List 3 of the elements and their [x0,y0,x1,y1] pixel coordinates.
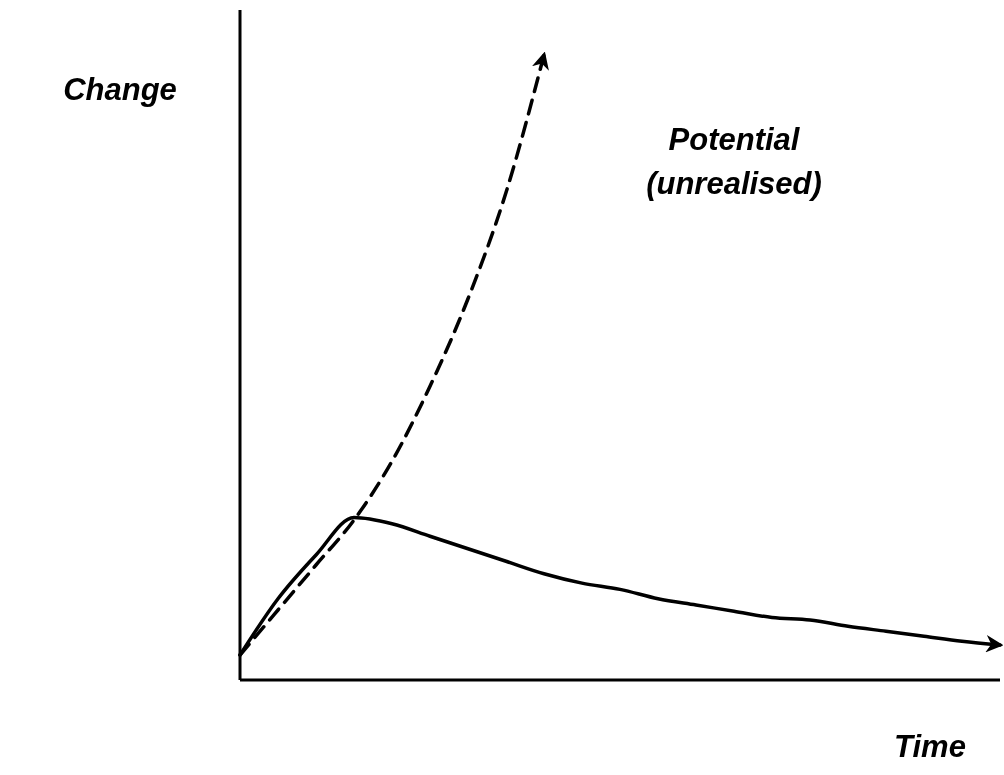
x-axis-title: Time [894,729,966,764]
y-axis-title: Change [63,72,177,107]
text: Potential (unrealised) [646,122,822,201]
